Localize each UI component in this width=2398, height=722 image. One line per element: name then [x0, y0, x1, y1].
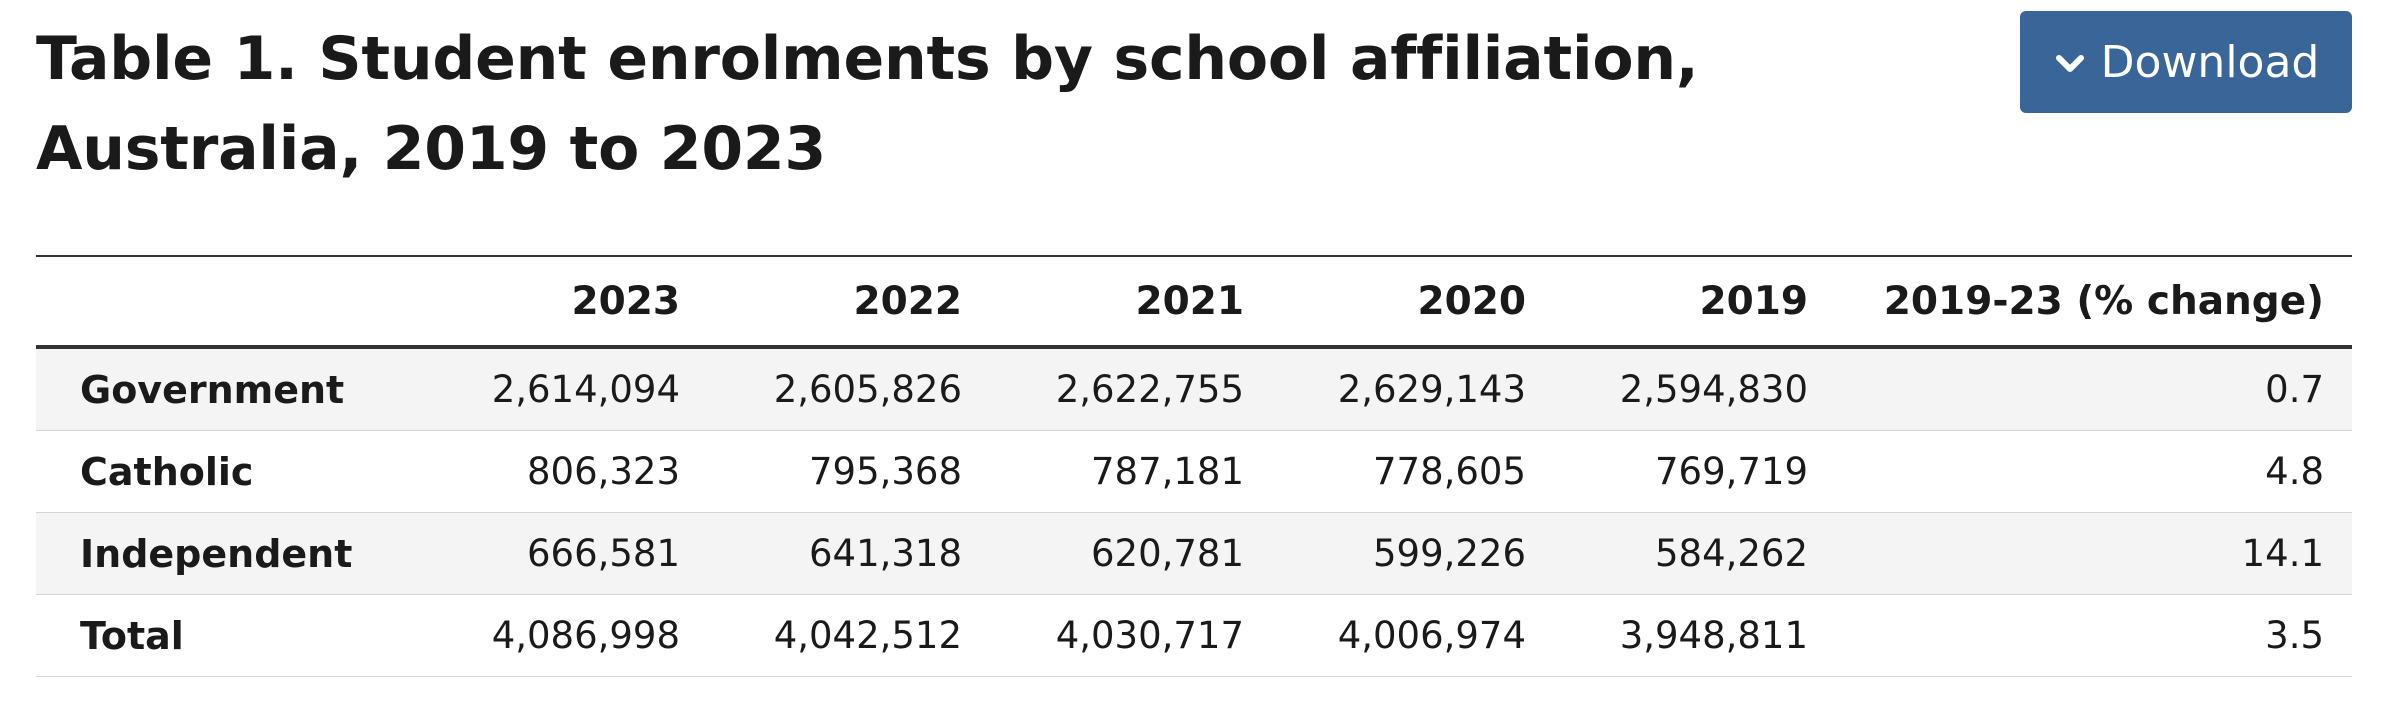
table-cell: 806,323 [526, 450, 680, 493]
table-cell: 14.1 [2241, 532, 2324, 575]
download-button[interactable]: Download [2020, 11, 2352, 113]
column-header: 2019 [1699, 278, 1808, 324]
column-header: 2019-23 (% change) [1883, 278, 2324, 324]
column-header: 2023 [571, 278, 680, 324]
table-cell: 641,318 [808, 532, 962, 575]
table-cell: 4,006,974 [1337, 614, 1526, 657]
table-cell: 599,226 [1372, 532, 1526, 575]
table-cell: 2,605,826 [773, 368, 962, 411]
column-header: 2020 [1417, 278, 1526, 324]
table-cell: 4,086,998 [491, 614, 680, 657]
column-header [36, 256, 426, 347]
table-row: Catholic 806,323 795,368 787,181 778,605… [36, 431, 2352, 513]
table-cell: 4.8 [2265, 450, 2324, 493]
table-cell: 769,719 [1654, 450, 1808, 493]
table-cell: 787,181 [1090, 450, 1244, 493]
table-cell: 2,594,830 [1619, 368, 1808, 411]
table-header-row: 2023 2022 2021 2020 2019 2019-23 (% chan… [36, 256, 2352, 347]
table-cell: 795,368 [808, 450, 962, 493]
table-row: Independent 666,581 641,318 620,781 599,… [36, 512, 2352, 595]
column-header: 2021 [1135, 278, 1244, 324]
table-cell: 0.7 [2265, 368, 2324, 411]
row-label: Catholic [80, 449, 254, 494]
row-label: Total [80, 613, 184, 658]
table-row: Government 2,614,094 2,605,826 2,622,755… [36, 347, 2352, 431]
table-container: 2023 2022 2021 2020 2019 2019-23 (% chan… [36, 255, 2352, 677]
table-row-total: Total 4,086,998 4,042,512 4,030,717 4,00… [36, 595, 2352, 677]
table-cell: 666,581 [526, 532, 680, 575]
table-cell: 2,614,094 [491, 368, 680, 411]
table-cell: 2,622,755 [1055, 368, 1244, 411]
table-cell: 2,629,143 [1337, 368, 1526, 411]
enrolments-table: 2023 2022 2021 2020 2019 2019-23 (% chan… [36, 255, 2352, 677]
table-cell: 620,781 [1090, 532, 1244, 575]
chevron-down-icon [2053, 47, 2087, 81]
table-cell: 778,605 [1372, 450, 1526, 493]
column-header: 2022 [853, 278, 962, 324]
table-cell: 4,042,512 [773, 614, 962, 657]
table-cell: 3.5 [2265, 614, 2324, 657]
download-button-label: Download [2100, 36, 2320, 88]
table-cell: 4,030,717 [1055, 614, 1244, 657]
row-label: Government [80, 367, 345, 412]
table-cell: 3,948,811 [1619, 614, 1808, 657]
page-title: Table 1. Student enrolments by school af… [36, 24, 1699, 184]
row-label: Independent [80, 531, 353, 576]
table-cell: 584,262 [1654, 532, 1808, 575]
